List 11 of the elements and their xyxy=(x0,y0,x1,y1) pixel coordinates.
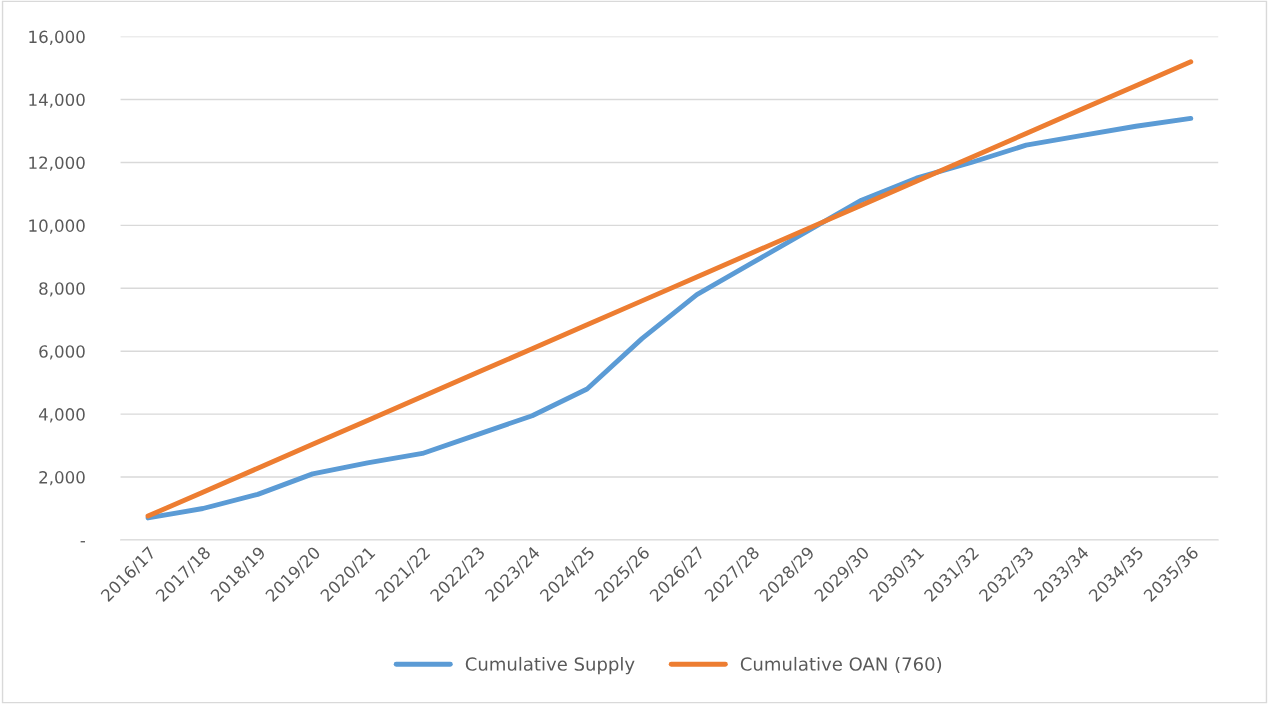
y-tick-label: 10,000 xyxy=(29,219,85,234)
y-tick-label: 8,000 xyxy=(39,282,85,297)
y-tick-label: 2,000 xyxy=(39,471,85,486)
y-tick-label: 12,000 xyxy=(29,156,85,171)
y-tick-label: 4,000 xyxy=(38,408,85,423)
y-tick-label: 14,000 xyxy=(29,93,85,108)
y-tick-label: 16,000 xyxy=(29,30,85,45)
y-tick-label: - xyxy=(80,541,86,543)
legend-label: Cumulative Supply xyxy=(465,656,635,675)
y-tick-label: 6,000 xyxy=(39,345,85,360)
legend-label: Cumulative OAN (760) xyxy=(740,656,942,673)
